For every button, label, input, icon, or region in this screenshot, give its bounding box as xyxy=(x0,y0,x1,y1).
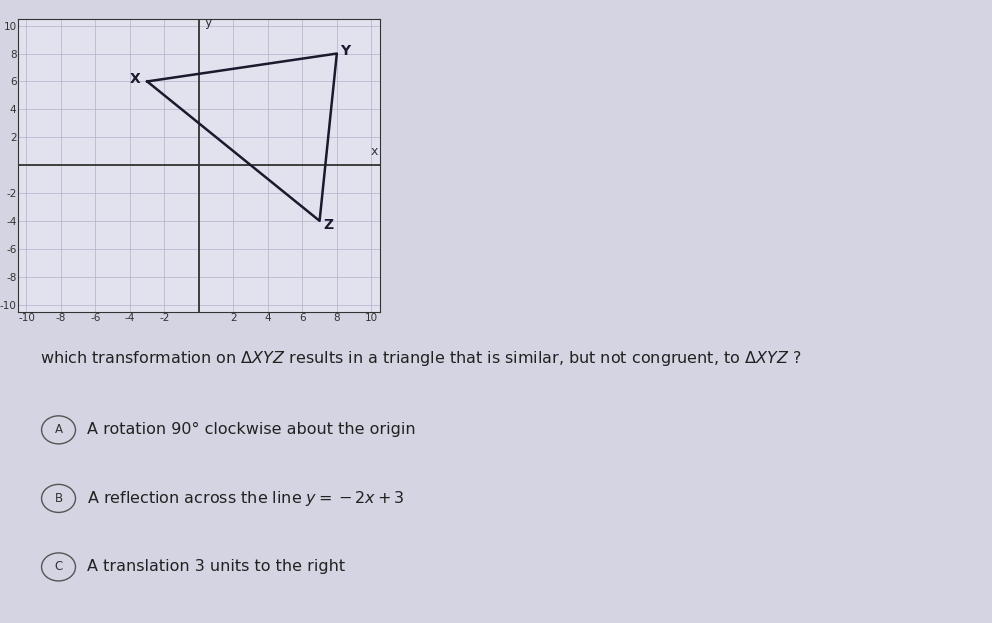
Text: A rotation 90° clockwise about the origin: A rotation 90° clockwise about the origi… xyxy=(87,422,416,437)
Text: A reflection across the line $y = -2x + 3$: A reflection across the line $y = -2x + … xyxy=(87,489,405,508)
Text: y: y xyxy=(205,16,212,29)
Text: B: B xyxy=(55,492,62,505)
Text: Z: Z xyxy=(323,218,333,232)
Text: X: X xyxy=(130,72,141,85)
Text: C: C xyxy=(55,561,62,573)
Text: A translation 3 units to the right: A translation 3 units to the right xyxy=(87,559,345,574)
Text: Y: Y xyxy=(340,44,350,58)
Text: which transformation on $\Delta XYZ$ results in a triangle that is similar, but : which transformation on $\Delta XYZ$ res… xyxy=(40,349,802,368)
Text: A: A xyxy=(55,424,62,436)
Text: x: x xyxy=(371,145,379,158)
